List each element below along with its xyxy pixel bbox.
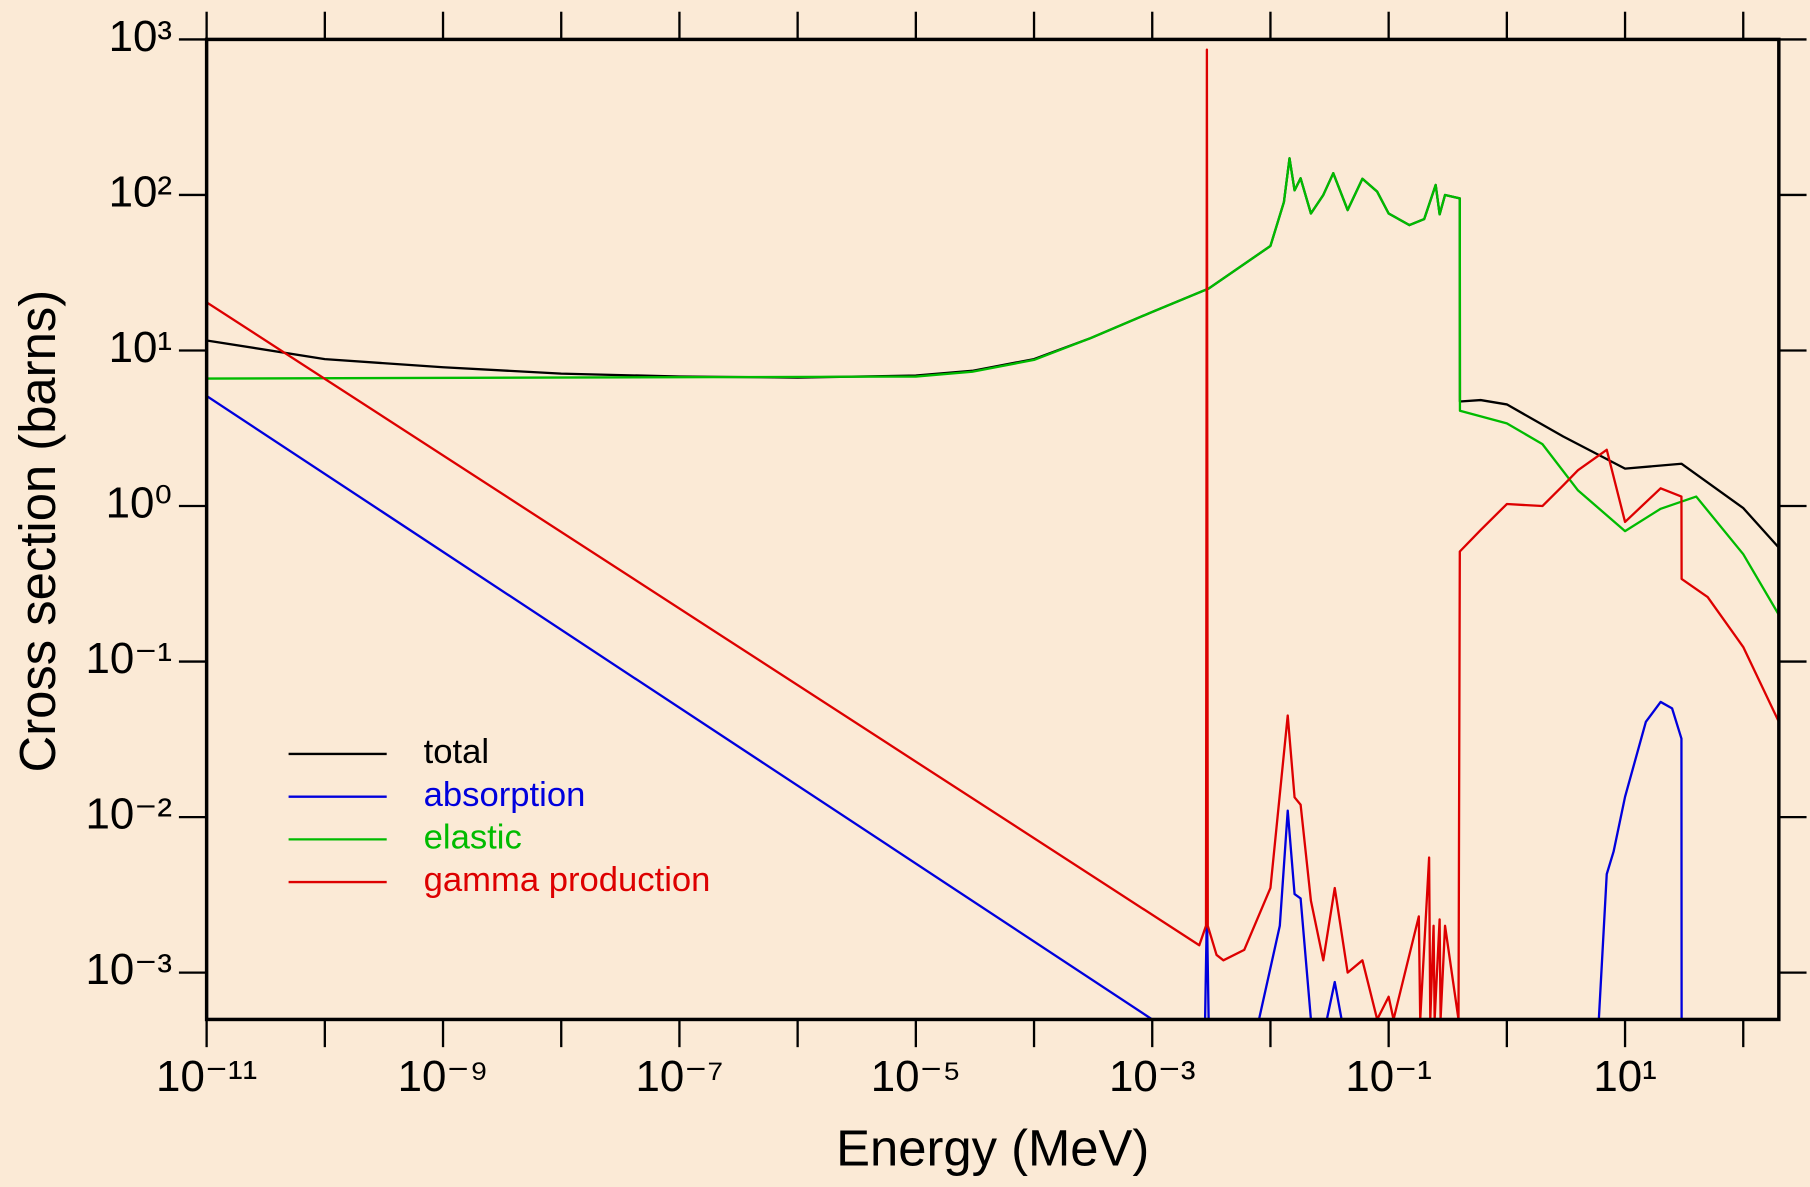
legend-label: elastic — [424, 819, 522, 857]
y-tick-label: 10¹ — [109, 323, 172, 372]
x-tick-label: 10⁻⁹ — [398, 1052, 489, 1101]
x-tick-label: 10⁻³ — [1109, 1052, 1196, 1101]
series-line — [206, 395, 1779, 1020]
y-tick-label: 10² — [109, 168, 172, 217]
plot-frame — [204, 37, 1781, 1022]
series-line — [206, 48, 1779, 1020]
y-tick-label: 10⁻³ — [85, 945, 172, 994]
legend-label: gamma production — [424, 861, 711, 899]
y-axis-label: Cross section (barns) — [9, 290, 66, 773]
y-tick-label: 10⁰ — [106, 479, 172, 528]
y-tick-label: 10³ — [109, 12, 172, 61]
legend-label: total — [424, 733, 489, 771]
x-tick-label: 10⁻¹ — [1345, 1052, 1432, 1101]
x-tick-label: 10⁻⁷ — [636, 1052, 724, 1101]
series-line — [206, 157, 1779, 616]
y-tick-label: 10⁻² — [85, 790, 172, 839]
x-tick-label: 10¹ — [1593, 1052, 1656, 1101]
x-tick-label: 10⁻¹¹ — [156, 1052, 257, 1101]
y-tick-label: 10⁻¹ — [85, 634, 172, 683]
legend-label: absorption — [424, 776, 586, 814]
x-tick-label: 10⁻⁵ — [871, 1052, 961, 1101]
x-axis-label: Energy (MeV) — [836, 1120, 1149, 1177]
plot-area — [206, 48, 1779, 1020]
